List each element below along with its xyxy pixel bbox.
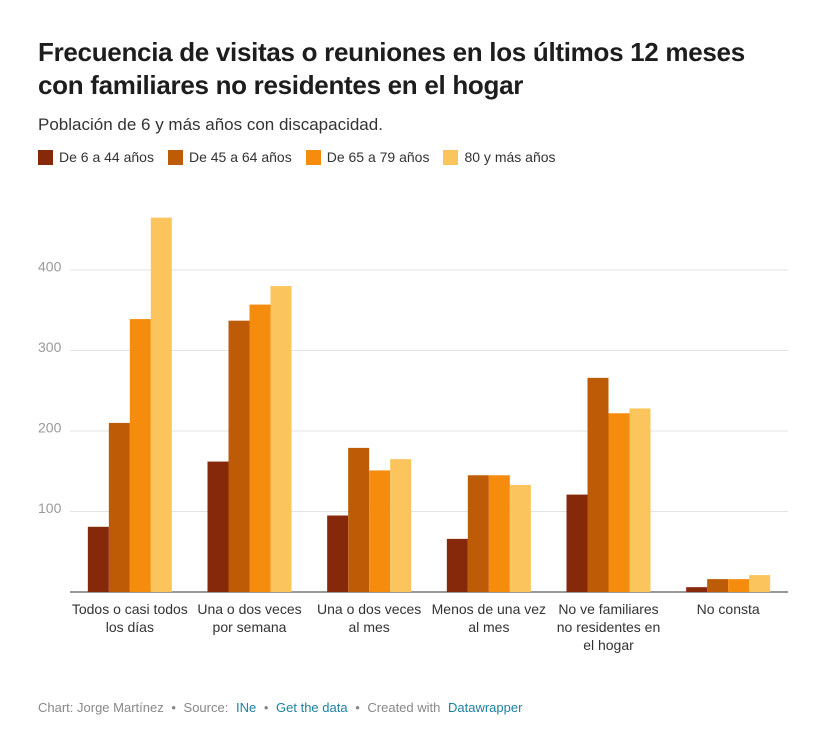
bar <box>608 413 630 592</box>
bar <box>686 587 708 592</box>
bar <box>390 459 412 592</box>
y-tick-label: 200 <box>38 420 62 436</box>
bar <box>749 575 771 592</box>
legend-item: De 45 a 64 años <box>167 149 292 165</box>
bar <box>369 470 391 592</box>
created-with: Created with <box>367 700 441 715</box>
bar <box>629 408 651 592</box>
bar <box>249 304 271 592</box>
legend-item: De 6 a 44 años <box>38 149 154 165</box>
x-tick-label: Todos o casi todos los días <box>71 601 188 635</box>
separator: • <box>263 700 269 715</box>
y-tick-label: 300 <box>38 339 62 355</box>
bar <box>348 447 370 592</box>
bar <box>509 484 531 592</box>
chart-title: Frecuencia de visitas o reuniones en los… <box>38 37 745 100</box>
legend-label: 80 y más años <box>464 149 556 165</box>
get-data-link[interactable]: Get the data <box>276 700 348 715</box>
bar <box>108 422 130 592</box>
x-tick-label: Una o dos veces por semana <box>197 601 302 635</box>
credit: Chart: Jorge Martínez <box>38 700 164 715</box>
bar <box>150 217 172 592</box>
legend-item: De 65 a 79 años <box>305 149 430 165</box>
bar <box>327 515 349 592</box>
separator: • <box>355 700 360 715</box>
y-tick-label: 100 <box>38 500 62 516</box>
bar <box>728 579 750 592</box>
legend-label: De 65 a 79 años <box>326 149 430 165</box>
tool-link[interactable]: Datawrapper <box>448 700 523 715</box>
legend-swatch <box>443 149 459 165</box>
bar <box>707 579 729 592</box>
x-tick-label: Menos de una vez al mes <box>431 601 547 635</box>
legend-swatch <box>38 149 53 165</box>
bar <box>446 538 468 592</box>
bar <box>207 461 229 592</box>
legend-swatch <box>167 149 183 165</box>
legend-label: De 6 a 44 años <box>59 149 154 165</box>
bar <box>467 475 489 592</box>
x-tick-label: No consta <box>696 601 760 617</box>
bar <box>228 320 250 592</box>
bar <box>270 286 292 592</box>
x-tick-label: No ve familiares no residentes en el hog… <box>556 601 661 653</box>
bar <box>488 475 510 592</box>
source-link[interactable]: INe <box>235 700 257 715</box>
separator: • <box>171 700 176 715</box>
legend: De 6 a 44 años De 45 a 64 años De 65 a 79 … <box>38 149 570 165</box>
legend-item: 80 y más años <box>443 149 556 165</box>
legend-label: De 45 a 64 años <box>188 149 292 165</box>
legend-swatch <box>305 149 321 165</box>
chart-subtitle: Población de 6 y más años con discapacid… <box>38 115 383 134</box>
bar <box>587 377 609 592</box>
x-tick-label: Una o dos veces al mes <box>317 601 422 635</box>
bar <box>566 494 588 592</box>
footer: Chart: Jorge Martínez • Source: INe • Ge… <box>38 700 526 715</box>
source-label: Source: <box>183 700 229 715</box>
bar <box>87 526 109 592</box>
bar <box>129 319 151 592</box>
y-tick-label: 400 <box>38 259 62 275</box>
